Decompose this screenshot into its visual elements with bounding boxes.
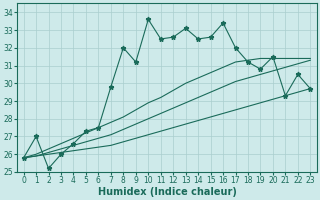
X-axis label: Humidex (Indice chaleur): Humidex (Indice chaleur) [98,187,236,197]
